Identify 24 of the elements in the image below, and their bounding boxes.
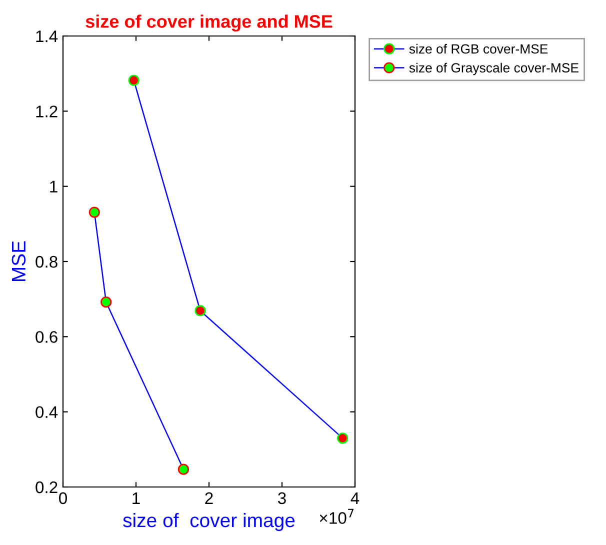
point	[337, 432, 348, 444]
legend-label: size of RGB cover-MSE	[409, 44, 548, 54]
y-tick-label: 0.6	[36, 331, 58, 343]
y-tick-label: 1	[50, 180, 58, 192]
x-tick-label: 2	[205, 492, 213, 504]
y-axis-title: MSE	[12, 241, 26, 281]
y-tick-label: 1.4	[36, 30, 58, 42]
text: ×10$^{7}$	[320, 508, 354, 524]
point	[178, 464, 190, 475]
point	[88, 206, 100, 218]
y-tick-label: 0.8	[36, 256, 58, 268]
point	[128, 74, 140, 86]
y-tick-label: 1.2	[36, 106, 58, 118]
point	[100, 296, 112, 308]
y-tick-label: 0.4	[36, 406, 58, 418]
point	[194, 305, 206, 316]
legend-label: size of Grayscale cover-MSE	[409, 62, 578, 76]
x-tick-label: 0	[59, 492, 67, 504]
x-tick-label: 3	[278, 492, 286, 504]
x-tick-label: 4	[350, 492, 360, 504]
x-axis-title: size of cover image	[123, 512, 295, 532]
x-tick-label: 1	[132, 492, 140, 504]
y-tick-label: 0.2	[36, 481, 58, 494]
chart-title: size of cover image and MSE	[86, 14, 332, 32]
